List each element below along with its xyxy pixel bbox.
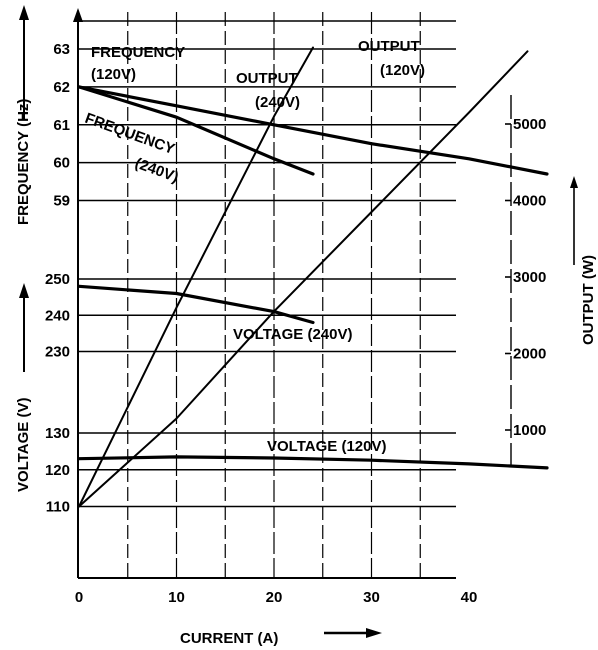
output-tick-label: 2000	[513, 346, 546, 363]
x-tick-label: 30	[363, 589, 380, 606]
series-lines	[77, 46, 549, 508]
series-label: VOLTAGE (120V)	[267, 438, 386, 455]
grid	[78, 12, 456, 578]
x-tick-label: 10	[168, 589, 185, 606]
output-label-arrow-head	[570, 176, 578, 188]
series-line-frequency-240v	[77, 85, 315, 176]
voltage-tick-label: 120	[45, 462, 70, 479]
series-label: (120V)	[380, 62, 425, 79]
series-line-voltage-120v	[77, 455, 549, 470]
frequency-tick-label: 60	[53, 155, 70, 172]
voltage-tick-label: 250	[45, 271, 70, 288]
y-axis-arrow	[73, 8, 83, 22]
output-tick-label: 1000	[513, 422, 546, 439]
output-tick-label: 3000	[513, 269, 546, 286]
output-axis-label: OUTPUT (W)	[580, 255, 597, 345]
series-label: OUTPUT	[236, 70, 298, 87]
series-line-voltage-240v	[77, 284, 315, 325]
voltage-tick-label: 230	[45, 344, 70, 361]
frequency-label-arrow-head	[19, 5, 29, 20]
output-tick-label: 4000	[513, 193, 546, 210]
frequency-axis-label: FREQUENCY (Hz)	[15, 99, 32, 225]
tick-labels: 0 10 20 30 40 63 62 61 60 59 250 240 230 130 120 110 500…	[45, 41, 546, 606]
series-line-frequency-120v	[77, 85, 549, 176]
x-tick-label: 0	[75, 589, 83, 606]
series-label: FREQUENCY	[91, 44, 185, 61]
series-label: FREQUENCY	[83, 110, 177, 158]
x-axis-label: CURRENT (A)	[180, 630, 278, 647]
series-line-output-240v	[78, 46, 314, 508]
x-axis-label-arrow-head	[366, 628, 382, 638]
x-tick-label: 40	[461, 589, 478, 606]
series-label: (240V)	[255, 94, 300, 111]
series-label: (120V)	[91, 66, 136, 83]
series-label: (240V)	[133, 155, 181, 186]
series-label: OUTPUT	[358, 38, 420, 55]
voltage-tick-label: 240	[45, 307, 70, 324]
series-label: VOLTAGE (240V)	[233, 326, 352, 343]
voltage-axis-label: VOLTAGE (V)	[15, 398, 32, 492]
voltage-tick-label: 110	[46, 499, 70, 516]
frequency-tick-label: 59	[53, 193, 70, 210]
frequency-tick-label: 61	[53, 117, 70, 134]
voltage-tick-label: 130	[45, 425, 70, 442]
axes	[19, 5, 578, 638]
frequency-tick-label: 63	[53, 41, 70, 58]
x-tick-label: 20	[266, 589, 283, 606]
frequency-tick-label: 62	[53, 79, 70, 96]
output-tick-label: 5000	[513, 116, 546, 133]
voltage-label-arrow-head	[19, 283, 29, 298]
series-line-output-120v	[78, 50, 529, 508]
